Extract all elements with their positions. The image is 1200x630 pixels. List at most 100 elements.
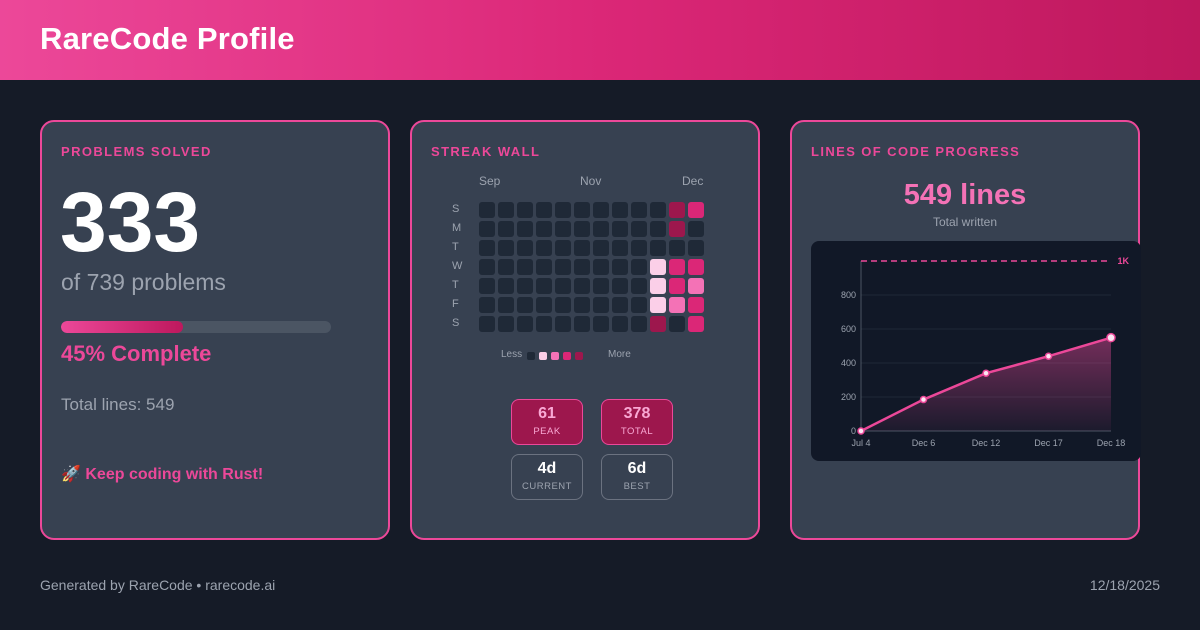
heatmap-cell xyxy=(650,259,666,275)
legend-swatch xyxy=(551,352,559,360)
heatmap-cell xyxy=(498,297,514,313)
x-tick-label: Dec 6 xyxy=(912,438,936,448)
heatmap-cell xyxy=(536,259,552,275)
y-tick-label: 200 xyxy=(841,392,856,402)
stat-value: 61 xyxy=(538,405,556,422)
heatmap-cell xyxy=(574,259,590,275)
heatmap-cell xyxy=(574,240,590,256)
data-point xyxy=(982,369,990,377)
heatmap-cell xyxy=(498,259,514,275)
heatmap-cell xyxy=(555,221,571,237)
stat-current: 4d CURRENT xyxy=(511,454,583,500)
solved-count: 333 xyxy=(60,175,201,269)
day-label: W xyxy=(452,260,463,272)
heatmap-cell xyxy=(555,240,571,256)
stat-total: 378 TOTAL xyxy=(601,399,673,445)
heatmap-cell xyxy=(688,297,704,313)
percent-complete: 45% Complete xyxy=(61,341,212,366)
x-tick-label: Jul 4 xyxy=(851,438,870,448)
heatmap-cell xyxy=(574,221,590,237)
legend-more: More xyxy=(608,349,631,360)
heatmap-cell xyxy=(593,202,609,218)
heatmap-cell xyxy=(631,297,647,313)
heatmap-cell xyxy=(479,316,495,332)
heatmap-cell xyxy=(593,278,609,294)
data-point xyxy=(919,395,928,404)
footer-credit: Generated by RareCode • rarecode.ai xyxy=(40,577,276,593)
stat-label: TOTAL xyxy=(620,426,654,437)
heatmap-cell xyxy=(517,221,533,237)
heatmap-cell xyxy=(650,240,666,256)
heatmap-cell xyxy=(536,202,552,218)
heatmap-cell xyxy=(479,240,495,256)
stat-label: BEST xyxy=(623,481,651,492)
y-tick-label: 0 xyxy=(851,426,856,436)
heatmap-cell xyxy=(517,202,533,218)
heatmap-cell xyxy=(593,297,609,313)
day-label: T xyxy=(452,279,459,291)
heatmap-cell xyxy=(650,202,666,218)
heatmap-cell xyxy=(631,259,647,275)
heatmap-cell xyxy=(593,240,609,256)
heatmap-cell xyxy=(631,240,647,256)
heatmap-cell xyxy=(517,316,533,332)
day-label: F xyxy=(452,298,459,310)
heatmap-cell xyxy=(536,240,552,256)
heatmap-cell xyxy=(555,297,571,313)
heatmap-cell xyxy=(574,202,590,218)
legend-swatch xyxy=(575,352,583,360)
heatmap-cell xyxy=(498,278,514,294)
motto-text: 🚀 Keep coding with Rust! xyxy=(61,466,264,483)
heatmap-cell xyxy=(688,240,704,256)
total-problems-text: of 739 problems xyxy=(61,269,226,295)
heatmap-cell xyxy=(612,297,628,313)
heatmap-cell xyxy=(631,202,647,218)
heatmap-cell xyxy=(536,221,552,237)
heatmap-cell xyxy=(593,316,609,332)
day-label: S xyxy=(452,203,460,215)
heatmap-cell xyxy=(669,259,685,275)
problems-solved-card: PROBLEMS SOLVED 333 of 739 problems 45% … xyxy=(40,120,390,540)
heatmap-cell xyxy=(688,278,704,294)
heatmap-cell xyxy=(612,240,628,256)
stat-peak: 61 PEAK xyxy=(511,399,583,445)
stat-value: 4d xyxy=(537,460,557,477)
heatmap-cell xyxy=(593,259,609,275)
heatmap-cell xyxy=(612,259,628,275)
heatmap-cell xyxy=(669,202,685,218)
data-point xyxy=(1106,332,1116,343)
heatmap-cell xyxy=(593,221,609,237)
header: RareCode Profile xyxy=(0,0,1200,80)
heatmap-cell xyxy=(574,278,590,294)
heatmap-cell xyxy=(612,221,628,237)
data-point xyxy=(857,427,865,435)
heatmap-cell xyxy=(517,259,533,275)
progress-bar xyxy=(61,321,331,333)
heatmap-cell xyxy=(669,221,685,237)
day-label: M xyxy=(452,222,462,234)
heatmap-cell xyxy=(574,316,590,332)
heatmap-cell xyxy=(555,202,571,218)
heatmap-cell xyxy=(536,316,552,332)
heatmap-cell xyxy=(688,221,704,237)
page-title: RareCode Profile xyxy=(40,21,295,56)
loc-chart: 0 200 400 600 800 1K Jul 4 Dec 6 Dec 12 Dec 17 Dec… xyxy=(811,241,1141,461)
heatmap-cell xyxy=(555,316,571,332)
series-area xyxy=(861,337,1111,431)
legend-less: Less xyxy=(501,349,523,360)
stat-label: PEAK xyxy=(533,426,561,437)
heatmap-cell xyxy=(612,202,628,218)
heatmap-cell xyxy=(612,316,628,332)
heatmap-cell xyxy=(650,316,666,332)
heatmap-cell xyxy=(555,278,571,294)
heatmap-cell xyxy=(650,297,666,313)
heatmap-cell xyxy=(688,202,704,218)
stat-value: 6d xyxy=(627,460,647,477)
target-label: 1K xyxy=(1117,256,1129,266)
heatmap-cell xyxy=(669,316,685,332)
heatmap-cell xyxy=(631,316,647,332)
month-label: Dec xyxy=(682,174,704,188)
day-label: S xyxy=(452,317,460,329)
heatmap-cell xyxy=(688,259,704,275)
heatmap-cell xyxy=(479,221,495,237)
